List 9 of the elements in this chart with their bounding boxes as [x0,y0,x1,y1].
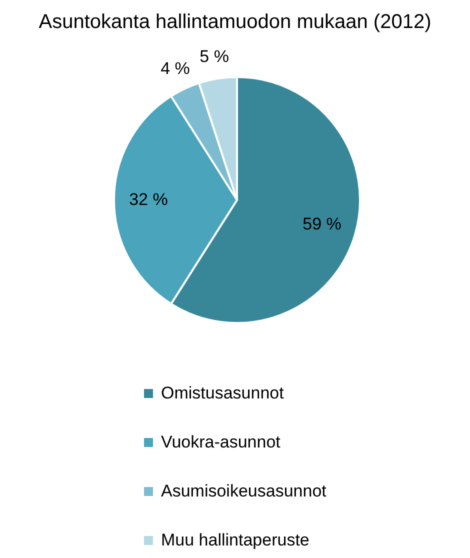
legend-label: Asumisoikeusasunnot [161,482,327,500]
data-label: 5 % [200,46,229,66]
data-label: 59 % [302,214,342,234]
legend-label: Vuokra-asunnot [161,432,281,452]
data-label: 4 % [160,58,190,78]
chart-title: Asuntokanta hallintamuodon mukaan (2012) [38,11,432,33]
data-label: 32 % [129,190,168,209]
legend-label: Omistusasunnot [161,384,284,402]
legend-label: Muu hallintaperuste [161,530,310,550]
